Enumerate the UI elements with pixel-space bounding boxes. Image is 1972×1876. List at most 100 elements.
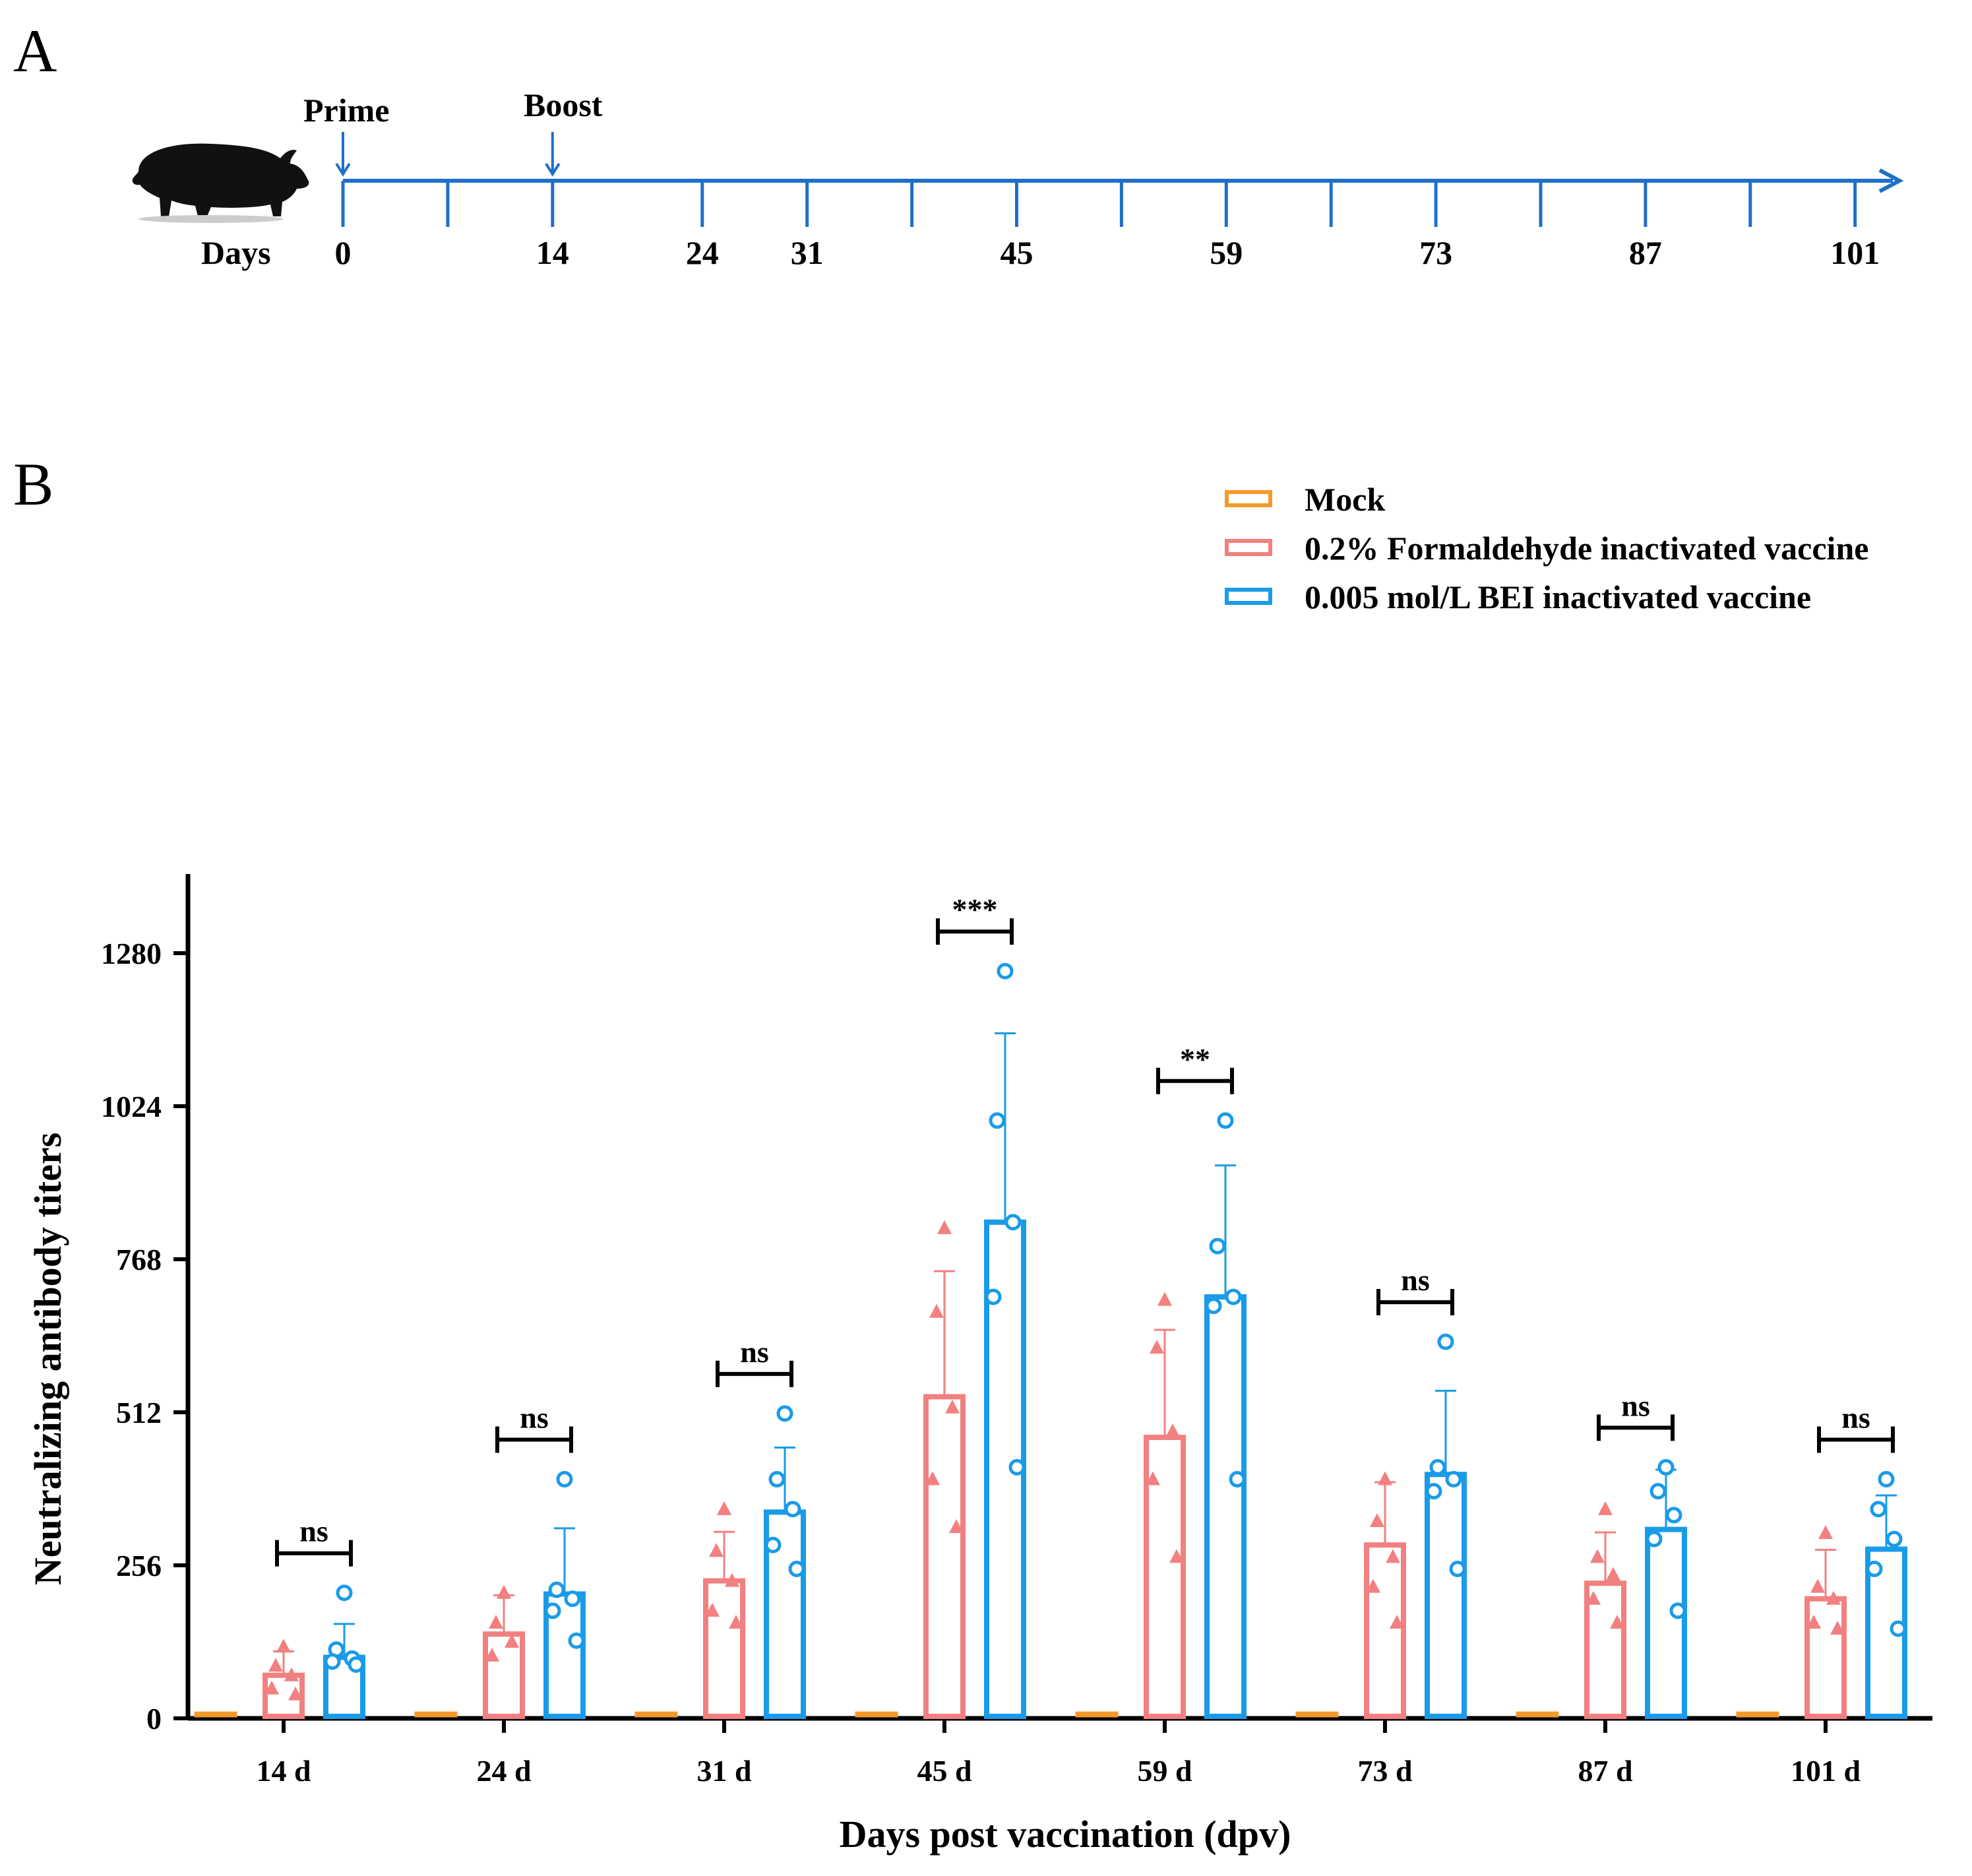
- data-point-bei: [564, 1590, 581, 1608]
- panel-b-letter: B: [13, 451, 53, 518]
- data-point-bei: [784, 1501, 801, 1518]
- data-point-bei: [1649, 1483, 1667, 1500]
- data-point-bei: [1665, 1507, 1682, 1524]
- bar-formaldehyde: [1804, 1596, 1847, 1719]
- data-point-bei: [568, 1632, 585, 1649]
- boost-label: Boost: [524, 86, 603, 123]
- data-point-formaldehyde: [925, 1471, 940, 1485]
- data-point-formaldehyde: [284, 1667, 299, 1681]
- data-point-bei: [989, 1112, 1006, 1129]
- data-point-formaldehyde: [1165, 1423, 1180, 1437]
- data-point-bei: [1425, 1483, 1442, 1500]
- x-tick-label: 101 d: [1791, 1754, 1861, 1788]
- chart-plot-area: 0 256 512 768 1024 1280 14 d 24 d 31 d 45 d 59 d 73…: [101, 874, 1932, 1788]
- timeline-day-label: 59: [1210, 234, 1243, 271]
- timeline-axis: 0 14 24 31 45 59 73 87 101: [335, 132, 1904, 271]
- bar-bei: [1645, 1526, 1687, 1719]
- data-point-formaldehyde: [1370, 1513, 1384, 1527]
- data-point-formaldehyde: [937, 1220, 952, 1234]
- legend-swatch: [1225, 490, 1272, 507]
- data-point-bei: [1217, 1112, 1234, 1129]
- timeline-day-label: 45: [1001, 234, 1033, 271]
- data-point-formaldehyde: [729, 1615, 743, 1629]
- data-point-bei: [1004, 1214, 1022, 1231]
- data-point-bei: [1878, 1471, 1895, 1487]
- data-point-bei: [1657, 1458, 1675, 1476]
- data-point-bei: [1437, 1333, 1454, 1350]
- data-point-formaldehyde: [505, 1634, 519, 1648]
- boost-arrow-head: [545, 162, 561, 177]
- y-tick-label: 512: [116, 1396, 162, 1429]
- timeline-day-label: 101: [1830, 234, 1880, 271]
- x-tick-label: 59 d: [1137, 1754, 1192, 1788]
- x-axis-title: Days post vaccination (dpv): [840, 1813, 1291, 1856]
- x-tick-label: 31 d: [696, 1754, 752, 1788]
- data-point-bei: [1886, 1530, 1903, 1548]
- data-point-bei: [1209, 1237, 1226, 1255]
- data-point-formaldehyde: [1606, 1567, 1620, 1581]
- timeline-day-label: 24: [686, 234, 719, 271]
- bar-mock: [414, 1711, 458, 1718]
- data-point-formaldehyde: [276, 1639, 291, 1653]
- timeline-arrowhead: [1878, 168, 1904, 193]
- data-point-bei: [544, 1602, 561, 1619]
- data-point-formaldehyde: [1806, 1615, 1821, 1629]
- significance-label: ns: [520, 1401, 548, 1435]
- bar-formaldehyde: [703, 1578, 745, 1719]
- y-tick-label: 256: [116, 1549, 162, 1582]
- days-label: Days: [201, 234, 271, 271]
- data-point-formaldehyde: [268, 1658, 283, 1672]
- significance-label: ***: [952, 892, 998, 926]
- data-point-formaldehyde: [717, 1501, 731, 1515]
- x-tick-label: 14 d: [256, 1754, 311, 1788]
- bar-mock: [194, 1711, 237, 1718]
- panel-a-letter: A: [13, 17, 57, 84]
- data-point-bei: [1870, 1501, 1887, 1518]
- data-point-formaldehyde: [1826, 1590, 1841, 1605]
- legend-swatch: [1225, 588, 1272, 605]
- data-point-bei: [336, 1584, 353, 1602]
- data-point-bei: [768, 1471, 786, 1487]
- bar-formaldehyde: [923, 1394, 966, 1719]
- data-point-bei: [1449, 1560, 1466, 1577]
- data-point-formaldehyde: [1610, 1615, 1624, 1629]
- data-point-bei: [1429, 1458, 1446, 1476]
- data-point-formaldehyde: [1366, 1579, 1380, 1593]
- pig-silhouette-icon: [132, 143, 309, 223]
- x-tick-label: 73 d: [1357, 1754, 1413, 1788]
- y-tick-label: 0: [146, 1702, 162, 1735]
- data-point-bei: [324, 1653, 341, 1670]
- significance-label: ns: [1621, 1389, 1649, 1422]
- data-point-bei: [1205, 1298, 1222, 1315]
- data-point-bei: [1008, 1458, 1026, 1476]
- bar-formaldehyde: [483, 1631, 525, 1719]
- data-point-formaldehyde: [1818, 1525, 1833, 1540]
- data-point-formaldehyde: [949, 1519, 964, 1533]
- data-point-bei: [1229, 1471, 1246, 1487]
- data-point-formaldehyde: [705, 1602, 720, 1617]
- data-point-formaldehyde: [497, 1584, 511, 1599]
- data-point-formaldehyde: [288, 1686, 303, 1701]
- bar-mock: [855, 1711, 898, 1718]
- data-point-formaldehyde: [1169, 1549, 1184, 1563]
- bar-bei: [1204, 1294, 1247, 1719]
- data-point-formaldehyde: [1830, 1621, 1845, 1635]
- data-point-bei: [764, 1536, 782, 1553]
- data-point-bei: [985, 1288, 1002, 1305]
- bar-mock: [1295, 1711, 1339, 1718]
- data-point-formaldehyde: [1590, 1549, 1605, 1563]
- chart-legend: Mock 0.2% Formaldehyde inactivated vaccin…: [1225, 481, 1868, 615]
- data-point-formaldehyde: [264, 1680, 279, 1695]
- data-point-bei: [1669, 1602, 1686, 1619]
- data-point-bei: [556, 1471, 573, 1487]
- data-point-formaldehyde: [1386, 1549, 1400, 1563]
- prime-label: Prime: [303, 92, 389, 129]
- data-point-formaldehyde: [929, 1303, 944, 1318]
- data-point-formaldehyde: [485, 1647, 499, 1662]
- y-tick-label: 1024: [101, 1090, 162, 1123]
- y-tick-label: 1280: [101, 937, 162, 970]
- x-tick-label: 24 d: [476, 1754, 532, 1788]
- data-point-bei: [1225, 1288, 1242, 1305]
- data-point-bei: [1445, 1471, 1462, 1487]
- data-point-bei: [788, 1560, 805, 1577]
